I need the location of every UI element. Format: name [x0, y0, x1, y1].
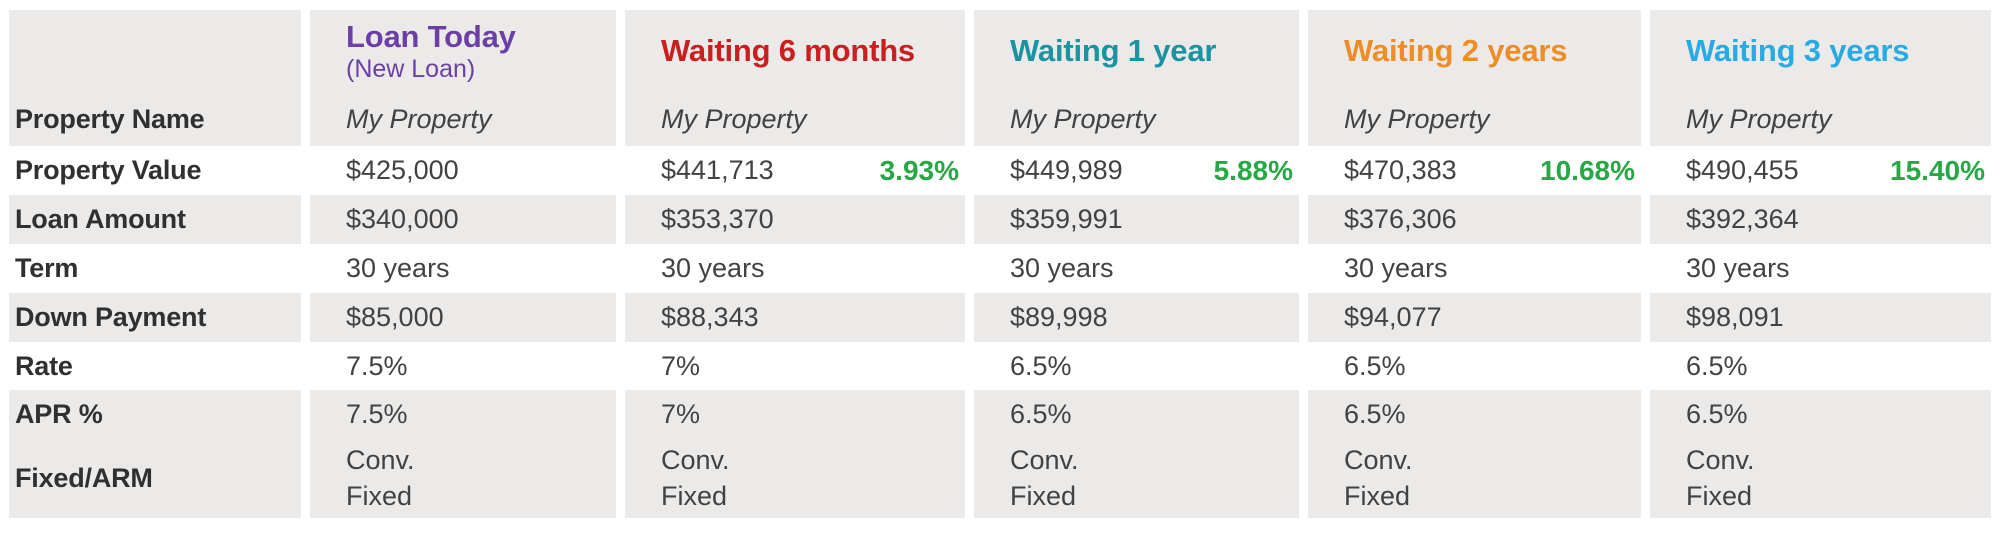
column-header-waiting-1-year: Waiting 1 year: [974, 10, 1299, 92]
loan-amount-value: $340,000: [310, 195, 616, 244]
loan-type-cell: Conv. Fixed: [310, 438, 616, 518]
property-value-cell: $449,989 5.88%: [974, 146, 1299, 195]
column-header-waiting-6-months: Waiting 6 months: [625, 10, 965, 92]
loan-type-line2: Fixed: [1344, 481, 1411, 511]
rate-value: 7.5%: [346, 350, 408, 381]
column-title: Waiting 3 years: [1686, 33, 1910, 68]
loan-type-cell: Conv. Fixed: [625, 438, 965, 518]
loan-type-line2: Fixed: [1010, 481, 1077, 511]
row-label-rate: Rate: [15, 350, 73, 381]
property-value: $490,455: [1686, 155, 1799, 185]
loan-type-cell: Conv. Fixed: [974, 438, 1299, 518]
term-value: 30 years: [661, 253, 765, 283]
column-title: Waiting 6 months: [661, 33, 915, 68]
property-value-cell: $425,000: [310, 146, 616, 195]
table-row-loan-amount: Loan Amount $340,000 $353,370 $359,991 $…: [9, 195, 1991, 244]
loan-amount-value: $376,306: [1308, 195, 1641, 244]
loan-type-line1: Conv.: [1686, 445, 1755, 475]
row-label-term: Term: [15, 253, 79, 283]
term-value: 30 years: [1686, 253, 1790, 283]
down-payment-value: $85,000: [310, 293, 616, 342]
property-name-value: My Property: [974, 92, 1299, 146]
property-name-value: My Property: [625, 92, 965, 146]
appreciation-percent: 10.68%: [1540, 154, 1635, 186]
table-row-term: Term 30 years 30 years 30 years 30 years…: [9, 244, 1991, 293]
column-title: Waiting 1 year: [1010, 33, 1217, 68]
table-header-row: Loan Today (New Loan) Waiting 6 months W…: [9, 10, 1991, 92]
loan-type-line1: Conv.: [661, 445, 730, 475]
table-row-down-payment: Down Payment $85,000 $88,343 $89,998 $94…: [9, 293, 1991, 342]
loan-comparison-table: Loan Today (New Loan) Waiting 6 months W…: [0, 10, 2000, 518]
rate-value: 6.5%: [1344, 350, 1406, 381]
column-header-waiting-2-years: Waiting 2 years: [1308, 10, 1641, 92]
row-label-property-value: Property Value: [15, 155, 202, 185]
rate-value: 6.5%: [1686, 350, 1748, 381]
term-value: 30 years: [1010, 253, 1114, 283]
property-value-cell: $470,383 10.68%: [1308, 146, 1641, 195]
property-name-value: My Property: [1650, 92, 1991, 146]
property-value: $441,713: [661, 155, 774, 185]
column-header-waiting-3-years: Waiting 3 years: [1650, 10, 1991, 92]
down-payment-value: $88,343: [625, 293, 965, 342]
row-label-apr: APR %: [9, 390, 301, 438]
property-name-value: My Property: [310, 92, 616, 146]
loan-type-line2: Fixed: [346, 481, 413, 511]
table-row-fixed-arm: Fixed/ARM Conv. Fixed Conv. Fixed Conv. …: [9, 438, 1991, 518]
loan-amount-value: $359,991: [974, 195, 1299, 244]
down-payment-value: $94,077: [1308, 293, 1641, 342]
apr-value: 6.5%: [1308, 390, 1641, 438]
apr-value: 6.5%: [974, 390, 1299, 438]
loan-type-cell: Conv. Fixed: [1650, 438, 1991, 518]
table-row-property-name: Property Name My Property My Property My…: [9, 92, 1991, 146]
appreciation-percent: 5.88%: [1213, 154, 1293, 186]
property-value: $449,989: [1010, 155, 1123, 185]
loan-type-line1: Conv.: [346, 445, 415, 475]
rate-value: 7%: [661, 350, 701, 381]
table-row-rate: Rate 7.5% 7% 6.5% 6.5% 6.5%: [9, 342, 1991, 390]
table-row-property-value: Property Value $425,000 $441,713 3.93% $…: [9, 146, 1991, 195]
loan-type-line1: Conv.: [1344, 445, 1413, 475]
property-value: $425,000: [346, 155, 459, 185]
loan-type-line1: Conv.: [1010, 445, 1079, 475]
column-subtitle: (New Loan): [346, 55, 476, 83]
column-title: Waiting 2 years: [1344, 33, 1568, 68]
header-empty-cell: [9, 10, 301, 92]
property-value-cell: $441,713 3.93%: [625, 146, 965, 195]
down-payment-value: $89,998: [974, 293, 1299, 342]
loan-amount-value: $353,370: [625, 195, 965, 244]
apr-value: 6.5%: [1650, 390, 1991, 438]
term-value: 30 years: [1344, 253, 1448, 283]
apr-value: 7%: [625, 390, 965, 438]
appreciation-percent: 3.93%: [879, 154, 959, 186]
property-name-value: My Property: [1308, 92, 1641, 146]
property-value-cell: $490,455 15.40%: [1650, 146, 1991, 195]
table-row-apr: APR % 7.5% 7% 6.5% 6.5% 6.5%: [9, 390, 1991, 438]
rate-value: 6.5%: [1010, 350, 1072, 381]
column-header-loan-today: Loan Today (New Loan): [310, 10, 616, 92]
loan-type-line2: Fixed: [661, 481, 728, 511]
row-label-property-name: Property Name: [9, 92, 301, 146]
term-value: 30 years: [346, 253, 450, 283]
loan-amount-value: $392,364: [1650, 195, 1991, 244]
row-label-loan-amount: Loan Amount: [9, 195, 301, 244]
row-label-fixed-arm: Fixed/ARM: [9, 438, 301, 518]
loan-type-cell: Conv. Fixed: [1308, 438, 1641, 518]
row-label-down-payment: Down Payment: [9, 293, 301, 342]
appreciation-percent: 15.40%: [1890, 154, 1985, 186]
property-value: $470,383: [1344, 155, 1457, 185]
column-title: Loan Today: [346, 19, 516, 54]
apr-value: 7.5%: [310, 390, 616, 438]
loan-type-line2: Fixed: [1686, 481, 1753, 511]
down-payment-value: $98,091: [1650, 293, 1991, 342]
